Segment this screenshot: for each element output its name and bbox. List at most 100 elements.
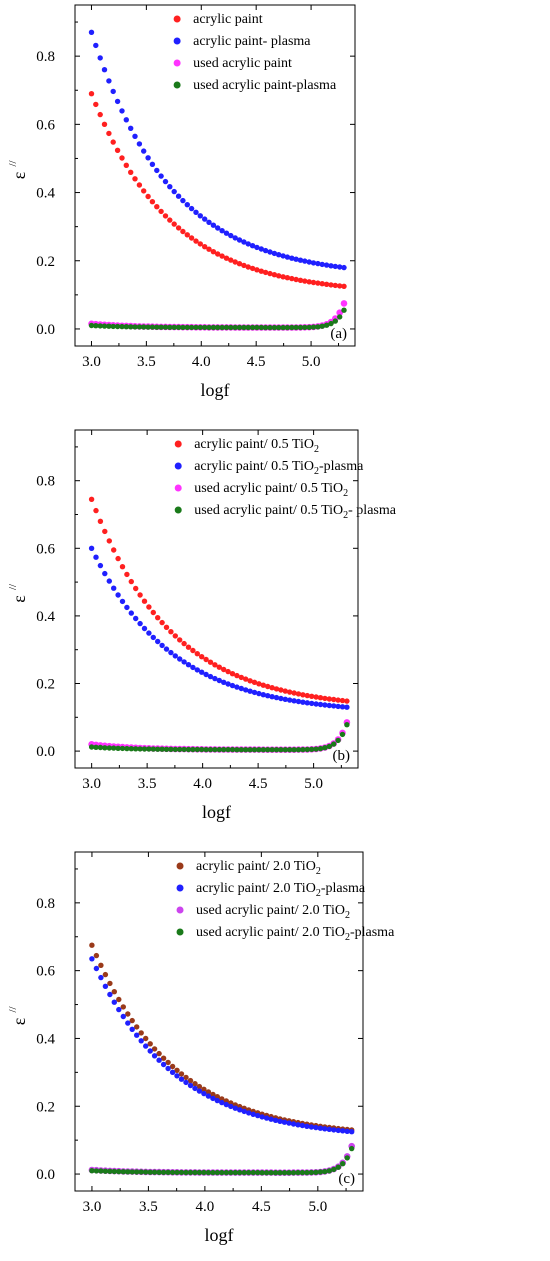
data-point: [116, 1168, 122, 1175]
chart-panel-1: 3.0 3.5 4.0 4.5 5.0 0.0 0.2 0.4 0.6 0.8 logf ε // acr…: [7, 4, 356, 400]
data-point: [300, 699, 306, 705]
data-point: [111, 745, 117, 751]
x-tick-label: 3.5: [137, 354, 156, 370]
legend-label-main: acrylic paint/ 0.5 TiO: [194, 459, 314, 474]
data-point: [177, 746, 183, 753]
data-point: [315, 260, 321, 267]
data-point: [145, 324, 151, 330]
legend-marker: [174, 440, 182, 448]
legend-label-subscript: 2: [345, 932, 350, 943]
data-point: [232, 235, 238, 241]
y-axis-symbol: ε: [9, 171, 29, 179]
data-point: [308, 1169, 315, 1176]
legend-label-main: acrylic paint- plasma: [193, 34, 311, 49]
data-point: [115, 592, 121, 598]
x-tick-label: 4.0: [193, 776, 212, 792]
plot-frame: [74, 851, 364, 1192]
data-point: [97, 744, 104, 751]
legend-marker: [174, 506, 182, 514]
chart-panel-2: 3.0 3.5 4.0 4.5 5.0 0.0 0.2 0.4 0.6 0.8 logf ε // acr…: [7, 429, 397, 822]
data-point: [184, 324, 190, 331]
data-point: [344, 1155, 350, 1161]
data-point: [168, 649, 174, 656]
data-point: [246, 1169, 252, 1176]
data-point: [124, 571, 130, 578]
data-point: [216, 664, 222, 670]
data-point: [214, 1097, 220, 1104]
data-point: [269, 685, 275, 691]
data-point: [304, 1123, 310, 1130]
data-point: [335, 1127, 341, 1134]
data-point: [107, 991, 113, 998]
x-tick-label: 3.0: [82, 354, 101, 370]
data-point: [199, 746, 205, 753]
data-point: [88, 545, 95, 551]
data-point: [335, 697, 341, 703]
data-point: [332, 318, 338, 324]
data-point: [150, 634, 156, 641]
y-tick-label: 0.2: [36, 254, 55, 270]
data-point: [273, 747, 280, 753]
legend-label-subscript: 2: [343, 510, 348, 521]
data-point: [93, 554, 99, 560]
data-point: [250, 1111, 256, 1118]
data-point: [128, 125, 134, 131]
data-point: [256, 681, 262, 687]
legend-marker: [173, 81, 181, 89]
data-point: [185, 644, 192, 650]
data-point: [165, 1169, 171, 1176]
data-point: [215, 251, 221, 257]
data-point: [251, 689, 258, 696]
data-point: [169, 1063, 176, 1070]
data-point: [168, 746, 174, 752]
data-point: [272, 1117, 279, 1124]
data-point: [243, 747, 249, 753]
series-1-points: [88, 91, 347, 289]
y-tick-label: 0.4: [36, 609, 55, 625]
data-point: [286, 1170, 292, 1176]
data-point: [180, 197, 186, 204]
data-point: [331, 703, 337, 709]
data-point: [107, 980, 113, 987]
legend-label: used acrylic paint: [193, 56, 292, 71]
data-point: [293, 256, 299, 262]
data-point: [243, 687, 249, 693]
data-point: [228, 1169, 234, 1176]
x-axis-label: logf: [205, 1225, 234, 1245]
data-point: [190, 647, 196, 654]
data-point: [286, 1120, 292, 1126]
data-point: [192, 1081, 198, 1087]
data-point: [119, 598, 126, 605]
data-point: [260, 747, 266, 753]
data-point: [281, 1170, 288, 1176]
series-2-points: [88, 29, 347, 271]
data-point: [128, 610, 134, 616]
data-point: [185, 746, 192, 753]
data-point: [169, 1069, 176, 1076]
data-point: [175, 193, 182, 199]
data-point: [322, 695, 328, 702]
data-point: [114, 323, 121, 330]
series-2-points: [88, 545, 350, 710]
y-axis-label: ε //: [7, 583, 29, 603]
data-point: [341, 283, 347, 289]
y-tick-label: 0.2: [36, 1099, 55, 1115]
data-point: [277, 1170, 283, 1176]
data-point: [156, 1169, 162, 1176]
y-axis-symbol: ε: [9, 595, 29, 603]
data-point: [102, 1168, 109, 1174]
data-point: [212, 746, 218, 753]
data-point: [277, 1118, 283, 1125]
data-point: [102, 745, 108, 751]
data-point: [154, 324, 160, 330]
x-tick-label: 5.0: [304, 776, 323, 792]
legend-marker: [174, 484, 182, 492]
data-point: [223, 230, 230, 236]
y-tick-label: 0.8: [36, 474, 55, 490]
data-point: [159, 619, 165, 626]
data-point: [319, 323, 325, 329]
data-point: [317, 1125, 324, 1131]
data-point: [169, 1169, 176, 1176]
x-axis-label: logf: [202, 802, 231, 822]
data-point: [183, 1074, 189, 1081]
